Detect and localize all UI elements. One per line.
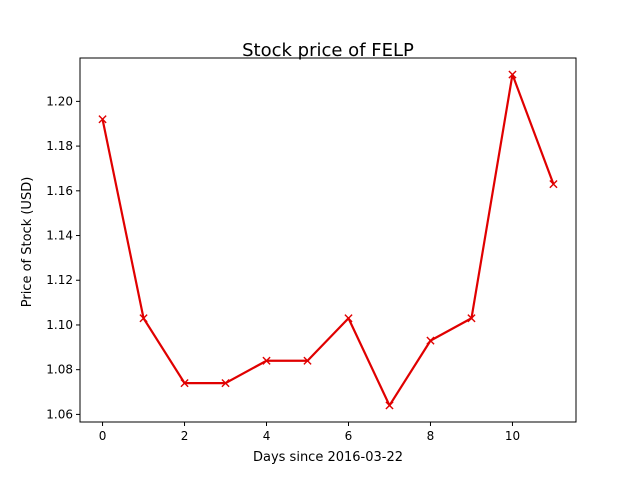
x-tick-label: 6	[345, 429, 353, 443]
y-axis-label: Price of Stock (USD)	[20, 177, 35, 308]
data-point	[303, 356, 312, 365]
y-axis-ticks: 1.06 1.08 1.10 1.12 1.14 1.16 1.18 1.20	[46, 94, 80, 421]
data-point	[467, 314, 476, 323]
y-tick-label: 1.08	[46, 363, 73, 377]
series-layer	[98, 70, 558, 410]
x-tick-label: 0	[99, 429, 107, 443]
y-tick-label: 1.14	[46, 229, 73, 243]
data-point	[508, 70, 517, 79]
data-point	[549, 180, 558, 189]
x-tick-label: 10	[505, 429, 520, 443]
data-point	[344, 314, 353, 323]
chart-title: Stock price of FELP	[242, 40, 414, 61]
x-axis-label: Days since 2016-03-22	[253, 450, 403, 465]
y-tick-label: 1.10	[46, 318, 73, 332]
y-tick-label: 1.18	[46, 139, 73, 153]
data-point	[385, 401, 394, 410]
y-tick-label: 1.06	[46, 407, 73, 421]
data-point	[139, 314, 148, 323]
x-tick-label: 8	[427, 429, 435, 443]
y-tick-label: 1.16	[46, 184, 73, 198]
x-tick-label: 2	[181, 429, 189, 443]
x-tick-label: 4	[263, 429, 271, 443]
y-tick-label: 1.12	[46, 273, 73, 287]
data-point	[98, 115, 107, 124]
data-point	[221, 379, 230, 388]
y-tick-label: 1.20	[46, 94, 73, 108]
series-line	[101, 73, 555, 407]
data-point	[180, 379, 189, 388]
data-point	[262, 356, 271, 365]
plot-frame	[79, 57, 577, 423]
data-point	[426, 336, 435, 345]
x-axis-ticks: 0 2 4 6 8 10	[99, 422, 520, 443]
